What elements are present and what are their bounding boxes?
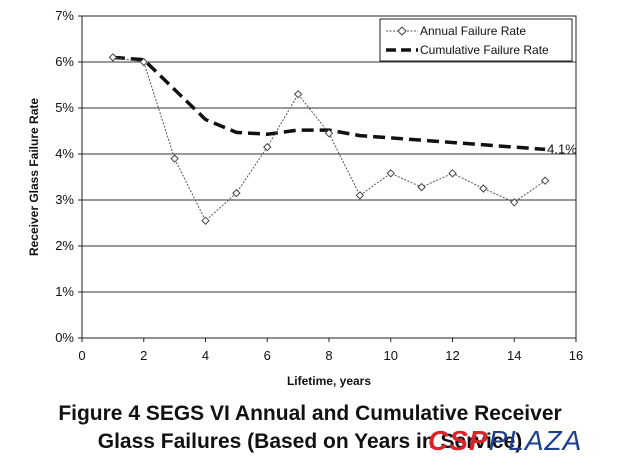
annotation-label: 4.1% [547,141,577,156]
legend-cumulative-label: Cumulative Failure Rate [420,43,549,57]
x-tick-label: 12 [445,348,459,363]
x-tick-label: 14 [507,348,521,363]
annual-point [355,191,365,200]
x-tick-label: 6 [264,348,271,363]
annual-point [417,182,426,192]
y-tick-label: 1% [55,284,74,299]
annual-point [139,57,148,67]
y-tick-label: 4% [55,146,74,161]
grid-lines [82,61,576,293]
annual-point [170,154,179,163]
x-tick-label: 16 [569,348,583,363]
y-tick-label: 6% [55,54,74,69]
watermark-part-1: CSP [428,425,489,456]
x-tick-label: 0 [78,348,85,363]
annual-point [386,169,395,178]
legend: Annual Failure Rate Cumulative Failure R… [379,18,573,62]
series-layer [108,53,550,225]
y-tick-label: 2% [55,238,74,253]
x-tick-label: 8 [325,348,332,363]
annual-point [232,188,241,198]
y-tick-label: 3% [55,192,74,207]
annual-point [201,216,210,225]
annual-point [510,198,519,207]
legend-box [379,18,573,62]
watermark-part-2: PLAZA [488,425,583,456]
x-axis-title: Lifetime, years [287,374,371,388]
y-tick-label: 0% [55,330,74,345]
figure-caption-line-2: Glass Failures (Based on Years in Servic… [97,430,523,453]
y-tick-label: 7% [55,8,74,23]
annual-point [479,184,488,193]
x-tick-label: 2 [140,348,147,363]
plot-area [81,15,577,339]
legend-annual-marker [397,26,407,36]
annotations: 4.1% [547,141,577,156]
annual-point [540,176,550,185]
annual-point [108,53,118,62]
x-tick-label: 4 [202,348,209,363]
y-axis-title: Receiver Glass Failure Rate [27,98,41,256]
csp-plaza-watermark: CSPPLAZA [428,425,582,457]
y-tick-label: 5% [55,100,74,115]
figure-caption-line-1: Figure 4 SEGS VI Annual and Cumulative R… [58,402,562,425]
x-tick-labels: 0 2 4 6 8 10 12 14 16 [78,338,583,363]
annual-point [448,169,457,178]
annual-point [263,142,272,152]
legend-annual-label: Annual Failure Rate [420,24,526,38]
x-tick-label: 10 [384,348,398,363]
annual-point [293,89,303,99]
annual-point [324,129,334,138]
y-tick-labels: 0% 1% 2% 3% 4% 5% 6% 7% [55,8,82,345]
